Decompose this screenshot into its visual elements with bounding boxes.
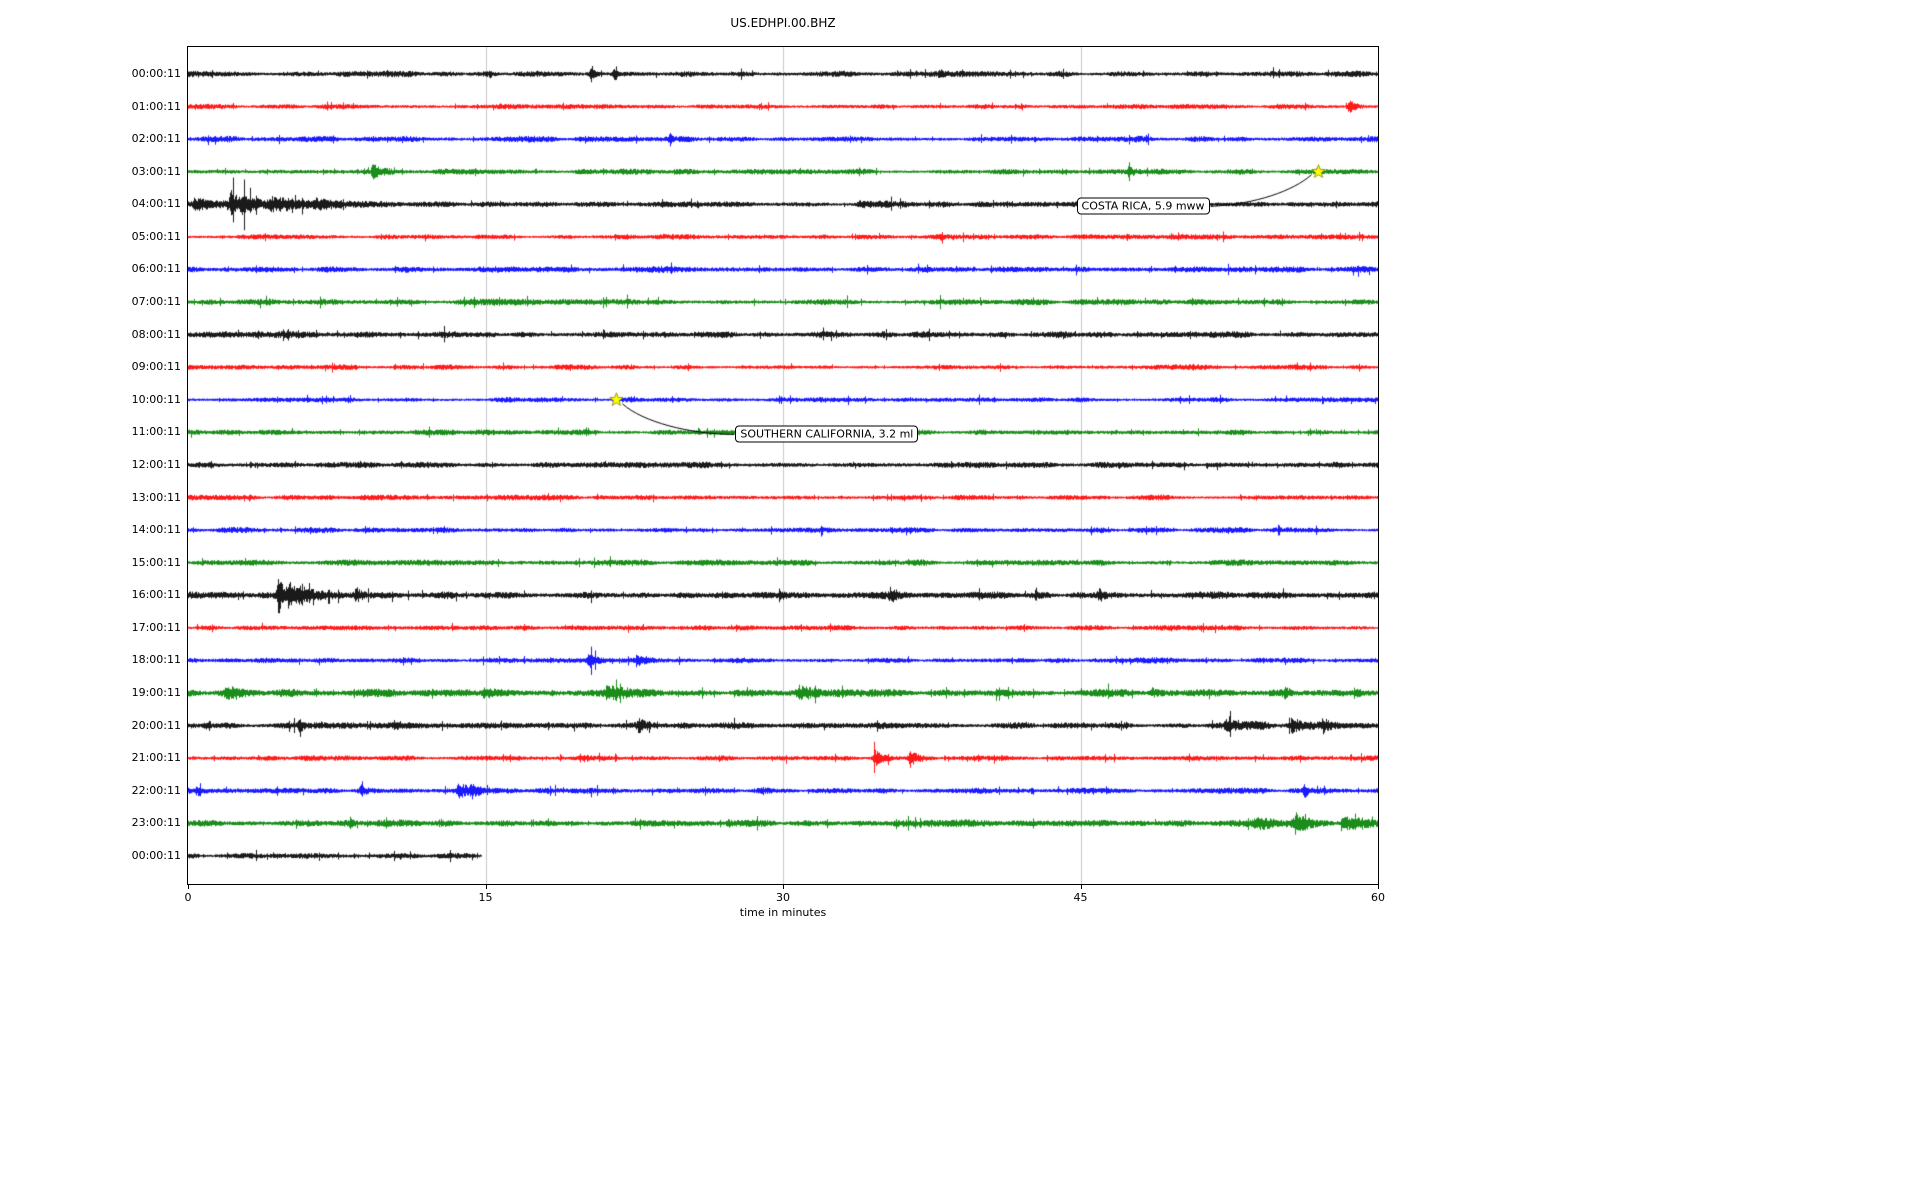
row-label: 21:00:11 xyxy=(131,751,181,765)
x-tick-mark xyxy=(485,885,487,889)
row-label: 01:00:11 xyxy=(131,99,181,113)
row-label: 09:00:11 xyxy=(131,360,181,374)
plot-title: US.EDHPI.00.BHZ xyxy=(730,16,836,30)
x-tick-label: 45 xyxy=(1073,891,1088,904)
row-label: 18:00:11 xyxy=(131,653,181,667)
waveform-canvas xyxy=(188,47,1378,884)
row-label: 10:00:11 xyxy=(131,392,181,406)
x-tick-mark xyxy=(783,885,784,889)
x-tick-mark xyxy=(1080,885,1082,889)
x-tick-label: 0 xyxy=(184,891,192,904)
row-label: 07:00:11 xyxy=(131,295,181,309)
row-label: 02:00:11 xyxy=(131,132,181,146)
row-label: 11:00:11 xyxy=(131,425,181,439)
x-tick-label: 60 xyxy=(1371,891,1385,904)
row-label: 22:00:11 xyxy=(131,783,181,797)
plot-area xyxy=(187,46,1379,885)
row-label: 06:00:11 xyxy=(131,262,181,276)
event-annotation: COSTA RICA, 5.9 mww xyxy=(1076,197,1210,215)
row-label: 08:00:11 xyxy=(131,327,181,341)
x-tick-label: 15 xyxy=(478,891,493,904)
row-label: 15:00:11 xyxy=(131,555,181,569)
x-tick-label: 30 xyxy=(776,891,790,904)
row-label: 05:00:11 xyxy=(131,229,181,243)
row-label: 00:00:11 xyxy=(131,67,181,80)
x-tick-mark xyxy=(188,885,189,889)
row-label: 14:00:11 xyxy=(131,523,181,537)
event-annotation: SOUTHERN CALIFORNIA, 3.2 ml xyxy=(735,425,919,443)
row-label: 12:00:11 xyxy=(131,457,181,471)
row-label: 20:00:11 xyxy=(131,718,181,732)
row-label: 04:00:11 xyxy=(131,197,181,211)
row-label: 03:00:11 xyxy=(131,164,181,178)
x-tick-mark xyxy=(1378,885,1379,889)
row-label: 19:00:11 xyxy=(131,686,181,700)
row-label: 23:00:11 xyxy=(131,816,181,830)
row-label: 13:00:11 xyxy=(131,490,181,504)
row-label: 17:00:11 xyxy=(131,620,181,634)
x-axis-label: time in minutes xyxy=(739,906,827,919)
row-label: 16:00:11 xyxy=(131,588,181,602)
row-label: 00:00:11 xyxy=(131,848,181,862)
